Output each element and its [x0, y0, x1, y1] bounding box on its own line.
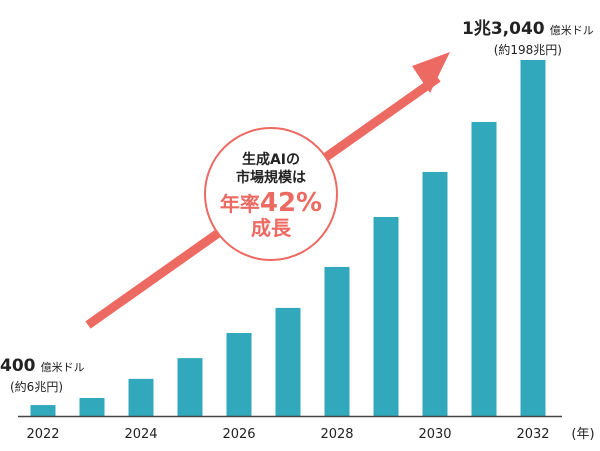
end-sub: (約198兆円): [493, 43, 562, 57]
end-unit: 億米ドル: [549, 24, 594, 37]
callout-line2: 市場規模は: [236, 170, 306, 186]
bar-2032: [520, 60, 546, 416]
start-value: 400: [0, 356, 36, 376]
bar-2030: [422, 171, 448, 416]
bar-2025: [177, 358, 203, 416]
x-unit-label: (年): [571, 427, 594, 442]
start-unit: 億米ドル: [40, 361, 85, 374]
growth-callout: 生成AIの市場規模は 年率42% 成長: [204, 127, 338, 261]
tick-label-2032: 2032: [516, 427, 549, 442]
tick-label-2028: 2028: [320, 427, 353, 442]
bar-2026: [226, 333, 252, 416]
bar-2022: [30, 405, 56, 416]
start-sub: (約6兆円): [10, 380, 63, 394]
callout-line1: 生成AIの: [241, 152, 301, 168]
tick-label-2022: 2022: [26, 427, 59, 442]
bar-2028: [324, 266, 350, 416]
bar-2029: [373, 216, 399, 416]
callout-rate-prefix: 年率: [219, 192, 260, 216]
bar-2031: [471, 121, 497, 417]
bar-2024: [128, 378, 154, 416]
start-value-label: 400 億米ドル (約6兆円): [0, 356, 85, 395]
callout-rate: 42%: [259, 188, 323, 218]
end-value-label: 1兆3,040 億米ドル (約198兆円): [462, 14, 594, 58]
tick-label-2024: 2024: [124, 427, 157, 442]
callout-rate-suffix: 成長: [251, 216, 291, 240]
bar-2023: [79, 397, 105, 416]
tick-label-2030: 2030: [418, 427, 451, 442]
tick-label-2026: 2026: [222, 427, 255, 442]
growth-arrow-head: [412, 52, 450, 93]
bar-2027: [275, 307, 301, 416]
end-value: 1兆3,040: [462, 19, 545, 39]
